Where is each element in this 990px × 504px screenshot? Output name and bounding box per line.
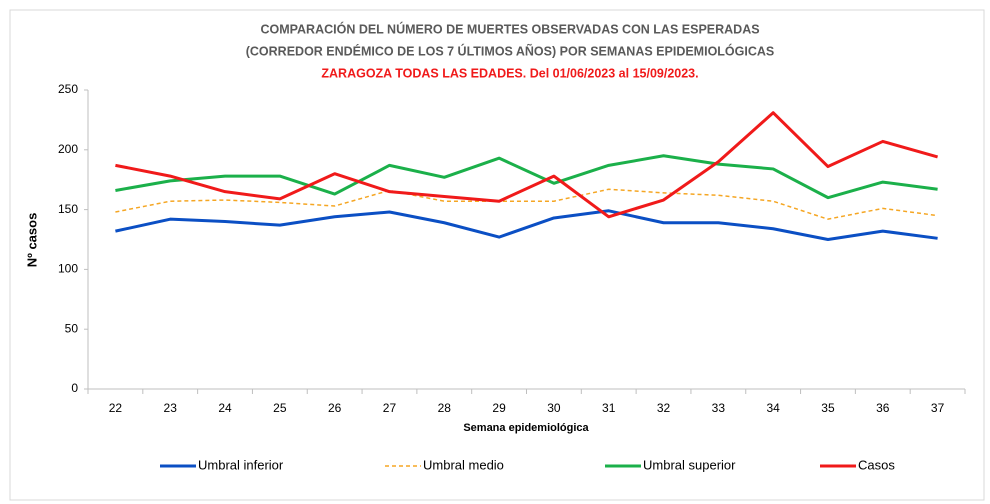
- x-tick-label: 25: [273, 401, 287, 415]
- y-tick-label: 250: [58, 82, 78, 96]
- x-tick-label: 26: [328, 401, 342, 415]
- x-tick-label: 36: [876, 401, 890, 415]
- x-tick-label: 30: [547, 401, 561, 415]
- x-tick-label: 32: [657, 401, 671, 415]
- chart-subtitle: ZARAGOZA TODAS LAS EDADES. Del 01/06/202…: [321, 66, 698, 80]
- series-line: [115, 188, 938, 220]
- legend-label: Umbral medio: [423, 457, 504, 472]
- x-tick-label: 23: [164, 401, 178, 415]
- x-tick-label: 29: [492, 401, 506, 415]
- chart-title: COMPARACIÓN DEL NÚMERO DE MUERTES OBSERV…: [260, 21, 759, 36]
- legend-label: Umbral superior: [643, 457, 736, 472]
- x-tick-label: 33: [712, 401, 726, 415]
- y-tick-label: 150: [58, 202, 78, 216]
- x-tick-label: 27: [383, 401, 397, 415]
- x-tick-label: 37: [931, 401, 945, 415]
- legend-label: Umbral inferior: [198, 457, 284, 472]
- x-tick-label: 34: [766, 401, 780, 415]
- series-line: [115, 111, 939, 219]
- x-tick-label: 35: [821, 401, 835, 415]
- legend-label: Casos: [858, 457, 895, 472]
- chart-title: (CORREDOR ENDÉMICO DE LOS 7 ÚLTIMOS AÑOS…: [246, 43, 775, 58]
- x-tick-label: 24: [218, 401, 232, 415]
- chart-frame: [9, 9, 985, 501]
- series-line: [115, 209, 938, 241]
- x-tick-label: 22: [109, 401, 123, 415]
- x-axis-label: Semana epidemiológica: [463, 422, 589, 434]
- y-tick-label: 0: [71, 381, 78, 395]
- x-tick-label: 31: [602, 401, 616, 415]
- x-tick-label: 28: [438, 401, 452, 415]
- y-tick-label: 100: [58, 262, 78, 276]
- y-axis-label: Nº casos: [24, 213, 39, 268]
- y-tick-label: 50: [65, 321, 79, 335]
- series-line: [115, 154, 938, 200]
- y-tick-label: 200: [58, 142, 78, 156]
